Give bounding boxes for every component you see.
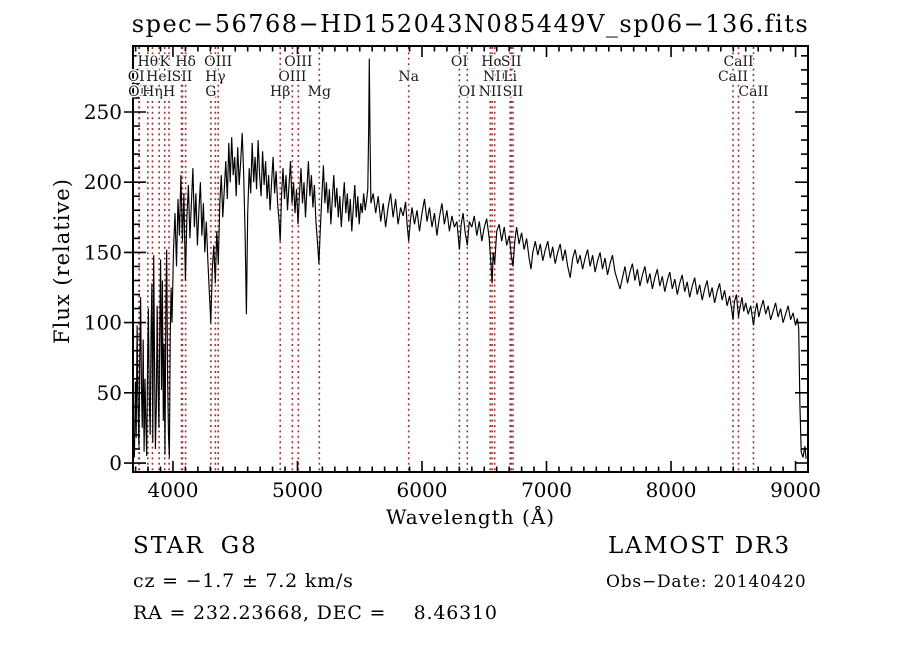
spectral-line-label: Hα [481,54,503,70]
spectral-line-label: K [159,54,170,70]
spectral-line-label: OIII [278,69,306,85]
spectral-line-label: NII [483,69,506,85]
y-tick-label: 150 [84,240,122,264]
spectral-line-label: HeI [146,69,172,85]
spectral-line-label: Na [398,69,419,85]
spectral-line-label: SII [172,69,193,85]
obs-date-value: Obs−Date: 20140420 [606,572,807,592]
spectral-line-label: Hγ [205,69,226,85]
x-tick-label: 5000 [272,478,323,502]
x-axis-label: Wavelength (Å) [385,505,556,529]
spectral-line-label: G [205,84,216,100]
spectral-line-label: H [163,84,175,100]
spectral-line-label: Hδ [175,54,196,70]
object-class: STAR [133,533,205,559]
spectral-line-label: SII [503,84,524,100]
x-tick-label: 4000 [148,478,199,502]
spectral-line-label: Li [503,69,517,85]
survey-release-label: LAMOST DR3 [608,533,792,559]
ra-dec-value: RA = 232.23668, DEC = 8.46310 [133,602,498,624]
x-tick-label: 8000 [646,478,697,502]
cz-velocity-value: cz = −1.7 ± 7.2 km/s [133,570,354,592]
object-subclass: G8 [220,533,258,559]
plot-frame [132,45,809,473]
spectral-line-label: SII [501,54,522,70]
x-tick-label: 7000 [521,478,572,502]
x-tick-label: 6000 [397,478,448,502]
spectral-line-label: Hβ [270,84,290,100]
y-tick-label: 200 [84,170,122,194]
spectral-line-label: OII [128,84,151,100]
y-tick-label: 100 [84,311,122,335]
plot-title: spec−56768−HD152043N085449V_sp06−136.fit… [131,10,810,38]
object-class-line: STAR G8 [133,533,258,559]
spectral-line-label: CaII [723,54,753,70]
y-tick-label: 50 [97,381,122,405]
spectral-line-label: OIII [284,54,312,70]
spectral-line-label: OIII [204,54,232,70]
spectral-line-label: Hθ [137,54,158,70]
x-tick-label: 9000 [770,478,821,502]
spectral-line-label: Hη [142,84,163,100]
spectral-line-label: Mg [308,84,331,100]
y-tick-label: 0 [109,451,122,475]
spectral-line-label: CaII [738,84,768,100]
spectrum-trace [133,58,807,459]
y-tick-label: 250 [84,100,122,124]
spectral-line-label: CaII [718,69,748,85]
spectral-line-label: NII [479,84,502,100]
spectral-line-label: OI [459,84,476,100]
spectral-line-label: OII [128,69,151,85]
y-axis-label: Flux (relative) [50,178,74,344]
spectral-line-label: OI [451,54,468,70]
